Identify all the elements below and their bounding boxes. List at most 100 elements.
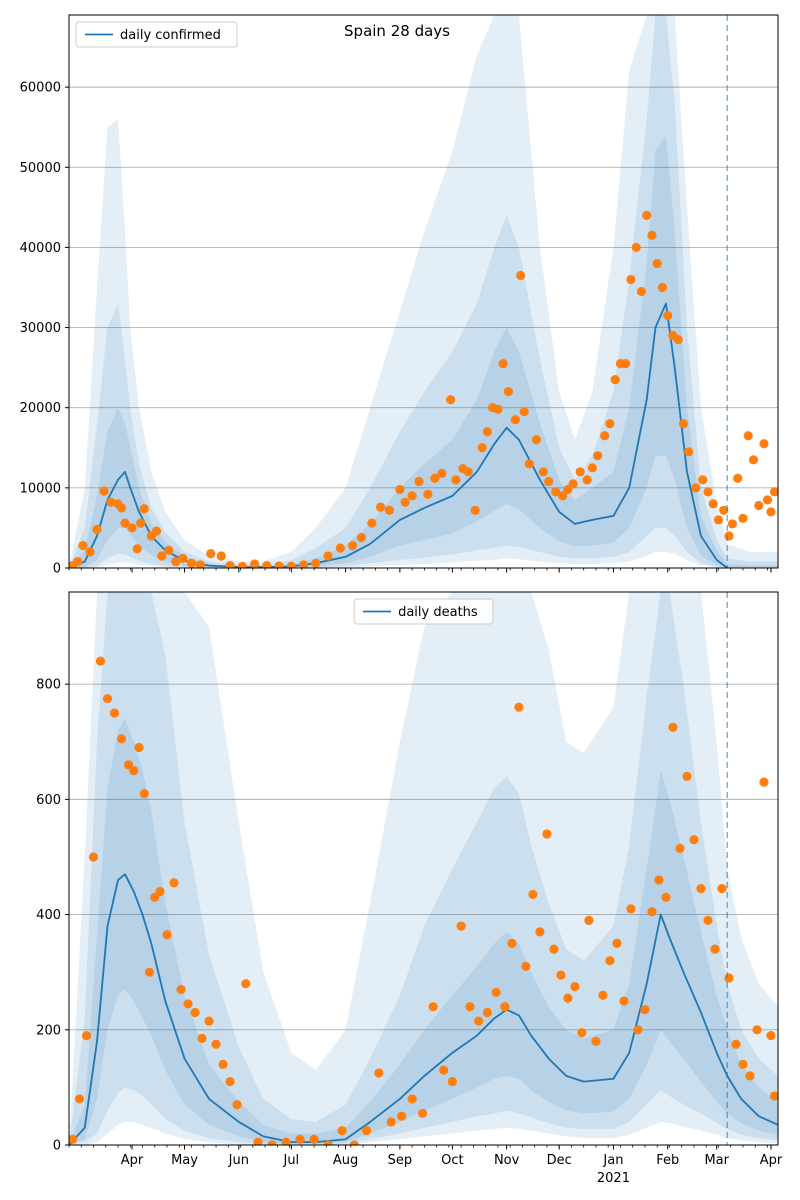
data-point	[558, 491, 568, 501]
data-point	[395, 484, 405, 495]
data-point	[528, 889, 538, 900]
y-tick-label: 200	[36, 1023, 61, 1038]
data-point	[577, 1028, 587, 1038]
data-point	[498, 359, 508, 369]
data-point	[428, 1002, 438, 1012]
data-point	[640, 1005, 650, 1015]
data-point	[510, 415, 521, 425]
data-point	[376, 502, 386, 512]
data-point	[139, 504, 149, 514]
data-point	[116, 734, 127, 744]
data-point	[139, 789, 149, 799]
data-point	[274, 561, 284, 568]
data-point	[713, 515, 724, 525]
data-point	[769, 487, 778, 497]
data-point	[584, 915, 594, 925]
data-point	[447, 1077, 457, 1087]
data-point	[482, 1007, 492, 1018]
data-point	[102, 693, 113, 704]
data-point	[689, 835, 699, 845]
data-point	[298, 560, 309, 568]
data-point	[348, 540, 358, 551]
data-point	[430, 473, 440, 483]
data-point	[386, 1117, 396, 1127]
x-tick-label: May	[171, 1153, 198, 1168]
data-point	[85, 547, 95, 557]
data-point	[281, 1137, 291, 1145]
x-tick-label: Feb	[656, 1153, 679, 1168]
data-point	[211, 1039, 221, 1049]
data-point	[151, 526, 162, 536]
uncertainty-band	[69, 592, 778, 1145]
data-point	[249, 559, 260, 568]
data-point	[171, 556, 181, 567]
data-point	[675, 843, 685, 853]
data-point	[766, 507, 776, 517]
data-point	[724, 973, 734, 983]
data-point	[582, 475, 592, 485]
data-point	[132, 544, 142, 554]
data-point	[155, 886, 165, 897]
chart-title: Spain 28 days	[344, 22, 450, 40]
data-point	[439, 1065, 449, 1075]
data-point	[407, 1094, 417, 1104]
data-point	[99, 486, 109, 496]
data-point	[563, 993, 573, 1003]
data-point	[253, 1137, 263, 1145]
data-point	[195, 560, 205, 568]
plot-area	[69, 592, 778, 1145]
data-point	[717, 884, 727, 894]
data-point	[400, 497, 410, 507]
data-point	[162, 930, 172, 940]
data-point	[684, 447, 694, 457]
x-tick-label: Dec	[547, 1153, 572, 1168]
data-point	[337, 1125, 347, 1136]
data-point	[69, 1134, 78, 1144]
data-point	[524, 459, 535, 469]
data-point	[745, 1071, 755, 1081]
data-point	[190, 1007, 200, 1018]
data-point	[120, 518, 130, 528]
data-point	[186, 558, 197, 568]
uncertainty-band	[69, 718, 778, 1145]
data-point	[766, 1030, 776, 1041]
data-point	[178, 553, 188, 563]
legend-label: daily deaths	[398, 605, 478, 620]
data-point	[397, 1111, 407, 1121]
data-point	[575, 467, 585, 477]
data-point	[698, 475, 708, 485]
data-point	[157, 551, 167, 561]
data-point	[356, 532, 366, 543]
data-point	[367, 518, 377, 528]
data-point	[633, 1025, 643, 1035]
data-point	[349, 1140, 359, 1145]
data-point	[225, 1077, 235, 1087]
data-point	[673, 334, 683, 345]
data-point	[516, 270, 526, 281]
y-tick-label: 10000	[20, 481, 61, 496]
data-point	[204, 1016, 214, 1026]
data-point	[647, 230, 657, 240]
data-point	[446, 395, 456, 405]
y-tick-label: 800	[36, 678, 61, 693]
y-tick-label: 50000	[20, 161, 61, 176]
data-point	[738, 513, 748, 523]
data-point	[591, 1036, 601, 1046]
x-tick-label: Nov	[494, 1153, 520, 1168]
deaths-panel: 0 200 400 600 800 Apr May Jun Jul Aug Sep Oct Nov Dec…	[36, 591, 783, 1186]
data-point	[78, 540, 88, 551]
data-point	[727, 519, 738, 529]
data-point	[703, 915, 713, 925]
data-point	[531, 435, 542, 445]
x-tick-label: Jan	[602, 1153, 623, 1168]
y-tick-label: 0	[53, 562, 61, 577]
data-point	[323, 551, 333, 561]
data-point	[600, 431, 610, 441]
data-point	[206, 548, 216, 559]
data-point	[309, 1134, 319, 1144]
uncertainty-band	[69, 15, 778, 568]
data-point	[535, 927, 545, 937]
data-point	[362, 1125, 372, 1136]
legend: daily confirmed	[75, 21, 238, 48]
data-point	[384, 505, 394, 515]
